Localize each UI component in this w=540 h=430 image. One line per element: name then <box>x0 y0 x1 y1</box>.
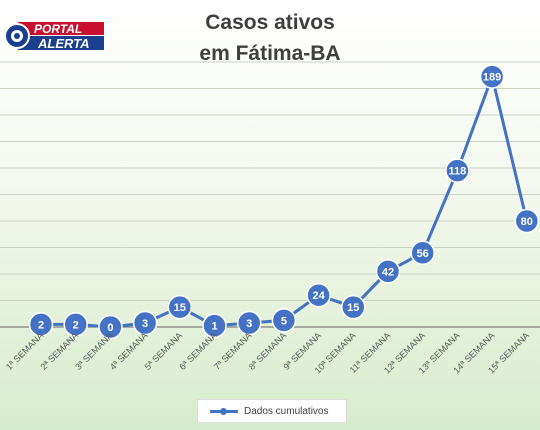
data-label: 15 <box>174 302 186 314</box>
data-markers: 2 2 0 3 15 1 3 5 24 15 42 56 118 189 80 <box>28 64 540 340</box>
data-point <box>514 208 540 234</box>
chart-title-line-1: Casos ativos <box>205 11 335 34</box>
data-point <box>63 312 88 337</box>
data-point <box>132 310 158 336</box>
series-line <box>41 75 529 329</box>
data-point <box>410 240 435 266</box>
data-point <box>236 310 262 336</box>
data-label: 42 <box>382 266 394 278</box>
data-label: 24 <box>312 290 325 302</box>
data-label: 3 <box>142 318 148 330</box>
svg-text:ALERTA: ALERTA <box>37 36 90 51</box>
data-point <box>202 313 227 338</box>
data-label: 5 <box>281 315 287 327</box>
data-label: 189 <box>483 72 501 84</box>
data-label: 15 <box>347 302 359 314</box>
data-label: 3 <box>246 318 252 330</box>
data-point <box>28 312 54 337</box>
data-point <box>98 314 123 340</box>
data-point <box>271 308 297 333</box>
data-point <box>445 158 470 183</box>
series-line-group <box>41 75 529 329</box>
data-point <box>375 259 401 284</box>
data-point <box>341 294 366 320</box>
data-label: 80 <box>521 216 533 228</box>
gridlines <box>0 61 540 328</box>
data-point <box>167 294 193 320</box>
data-label: 118 <box>449 166 467 178</box>
data-point <box>479 64 505 89</box>
legend-label: Dados cumulativos <box>244 405 329 417</box>
data-label: 0 <box>107 322 113 334</box>
svg-text:PORTAL: PORTAL <box>34 22 82 36</box>
chart-title-line-2: em Fátima-BA <box>199 42 341 65</box>
legend: Dados cumulativos <box>197 399 347 423</box>
data-label: 1 <box>211 321 217 333</box>
portal-alerta-logo: PORTAL ALERTA <box>4 20 104 52</box>
data-label: 2 <box>73 319 79 331</box>
data-label: 56 <box>417 248 429 260</box>
data-point <box>306 282 331 308</box>
legend-line-marker-icon <box>210 407 238 415</box>
data-label: 2 <box>38 319 44 331</box>
